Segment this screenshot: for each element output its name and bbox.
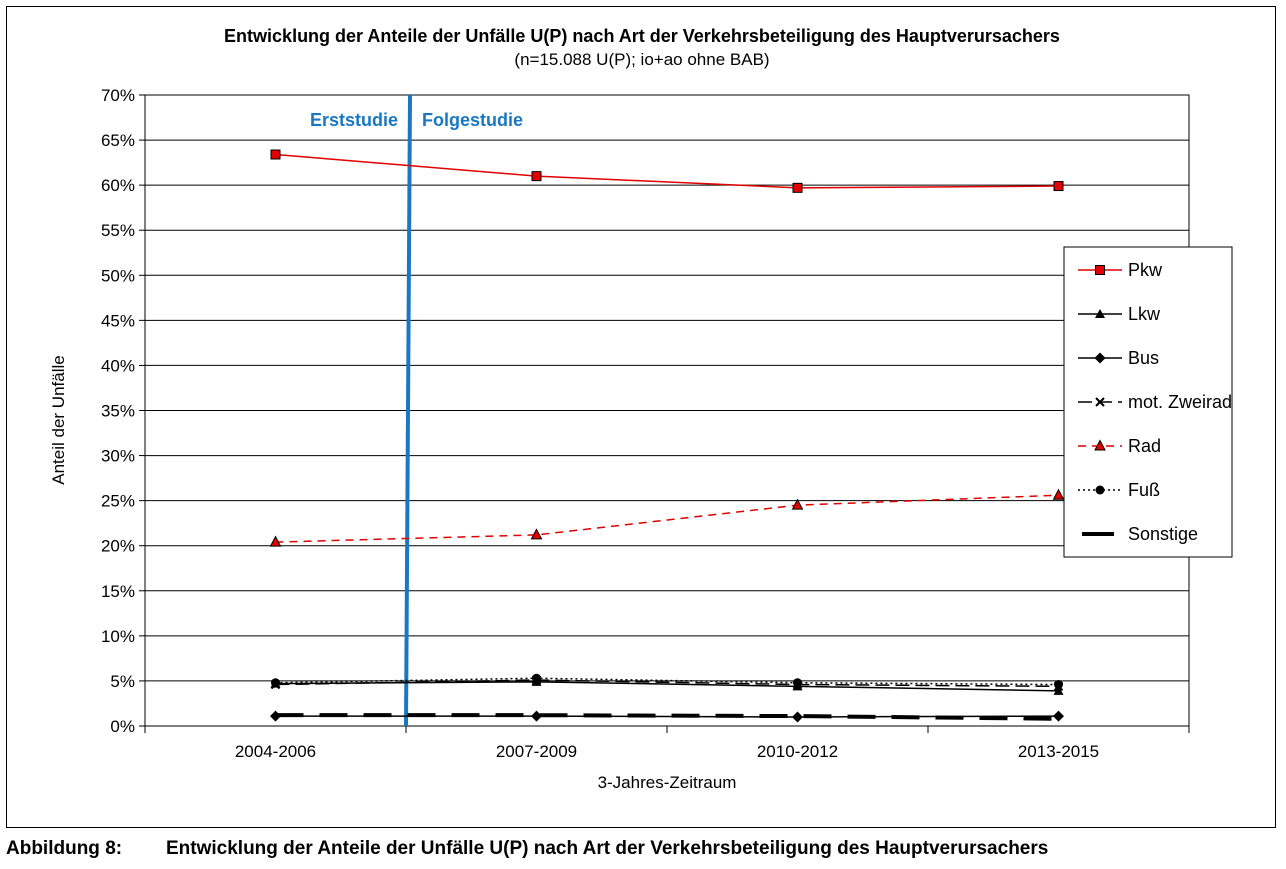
legend-marker-lkw — [1095, 309, 1105, 318]
legend-label-mot-zweirad: mot. Zweirad — [1128, 392, 1232, 412]
chart-frame — [6, 6, 1276, 828]
data-point-pkw — [270, 149, 281, 160]
data-point-pkw — [1053, 181, 1064, 192]
data-point-rad — [269, 535, 282, 547]
x-tick-label: 2007-2009 — [496, 742, 577, 761]
series-line-lkw — [275, 681, 1059, 692]
plot-area: 0% 5% 10% 15% 20% 25% 30% 35% 40% 45% 50% 55% 60% 65%… — [101, 86, 1190, 761]
y-tick-label: 20% — [101, 537, 135, 556]
chart-title: Entwicklung der Anteile der Unfälle U(P)… — [224, 26, 1060, 46]
y-tick-label: 25% — [101, 492, 135, 511]
x-tick-label: 2013-2015 — [1018, 742, 1099, 761]
divider-label-left: Erststudie — [310, 110, 398, 130]
y-tick-label: 65% — [101, 131, 135, 150]
x-axis-label: 3-Jahres-Zeitraum — [598, 773, 737, 792]
legend-marker-rad — [1094, 439, 1106, 451]
y-tick-label: 15% — [101, 582, 135, 601]
data-point-lkw — [531, 676, 542, 686]
x-tick-label: 2010-2012 — [757, 742, 838, 761]
y-tick-label: 70% — [101, 86, 135, 105]
y-tick-label: 10% — [101, 627, 135, 646]
y-tick-label: 30% — [101, 447, 135, 466]
y-tick-label: 5% — [110, 672, 135, 691]
legend-label-sonstige: Sonstige — [1128, 524, 1198, 544]
series-line-bus — [275, 715, 1059, 718]
marker-stroke — [1095, 397, 1105, 407]
legend: Pkw Lkw Bus mot. Zweirad Rad Fuß Sonstige — [1063, 246, 1233, 558]
data-point-bus — [792, 711, 803, 723]
legend-marker-pkw — [1095, 265, 1105, 275]
study-divider-line — [404, 94, 412, 727]
caption-text: Entwicklung der Anteile der Unfälle U(P)… — [166, 838, 1049, 859]
y-tick-label: 55% — [101, 221, 135, 240]
divider-label-right: Folgestudie — [422, 110, 523, 130]
data-point-pkw — [531, 171, 542, 182]
data-point-bus — [531, 710, 542, 722]
y-tick-label: 45% — [101, 311, 135, 330]
y-tick-label: 60% — [101, 176, 135, 195]
data-point-lkw — [1053, 685, 1064, 695]
data-point-bus — [1053, 710, 1064, 722]
y-tick-label: 40% — [101, 356, 135, 375]
caption-label: Abbildung 8: — [6, 838, 123, 859]
y-axis-label: Anteil der Unfälle — [49, 355, 68, 484]
series-line-pkw — [275, 153, 1059, 189]
y-tick-label: 0% — [110, 717, 135, 736]
legend-label-rad: Rad — [1128, 436, 1161, 456]
data-point-bus — [270, 710, 281, 722]
x-tick-label: 2004-2006 — [235, 742, 316, 761]
legend-marker-fu- — [1095, 485, 1105, 495]
chart-subtitle: (n=15.088 U(P); io+ao ohne BAB) — [514, 50, 769, 69]
y-tick-label: 50% — [101, 266, 135, 285]
series-line-fu- — [275, 677, 1059, 686]
legend-marker-bus — [1094, 352, 1106, 364]
line-chart: Entwicklung der Anteile der Unfälle U(P)… — [49, 26, 1233, 792]
data-point-lkw — [792, 681, 803, 691]
figure-caption: Abbildung 8: Entwicklung der Anteile der … — [6, 838, 1048, 860]
data-point-rad — [530, 528, 543, 540]
legend-label-pkw: Pkw — [1128, 260, 1163, 280]
data-point-pkw — [792, 182, 803, 193]
legend-label-lkw: Lkw — [1128, 304, 1161, 324]
legend-label-fu-: Fuß — [1128, 480, 1160, 500]
data-point-rad — [1052, 488, 1065, 500]
data-point-lkw — [270, 678, 281, 688]
legend-label-bus: Bus — [1128, 348, 1159, 368]
series-line-rad — [275, 494, 1059, 543]
y-tick-label: 35% — [101, 402, 135, 421]
data-point-rad — [791, 498, 804, 510]
legend-marker-mot-zweirad — [1095, 397, 1105, 407]
